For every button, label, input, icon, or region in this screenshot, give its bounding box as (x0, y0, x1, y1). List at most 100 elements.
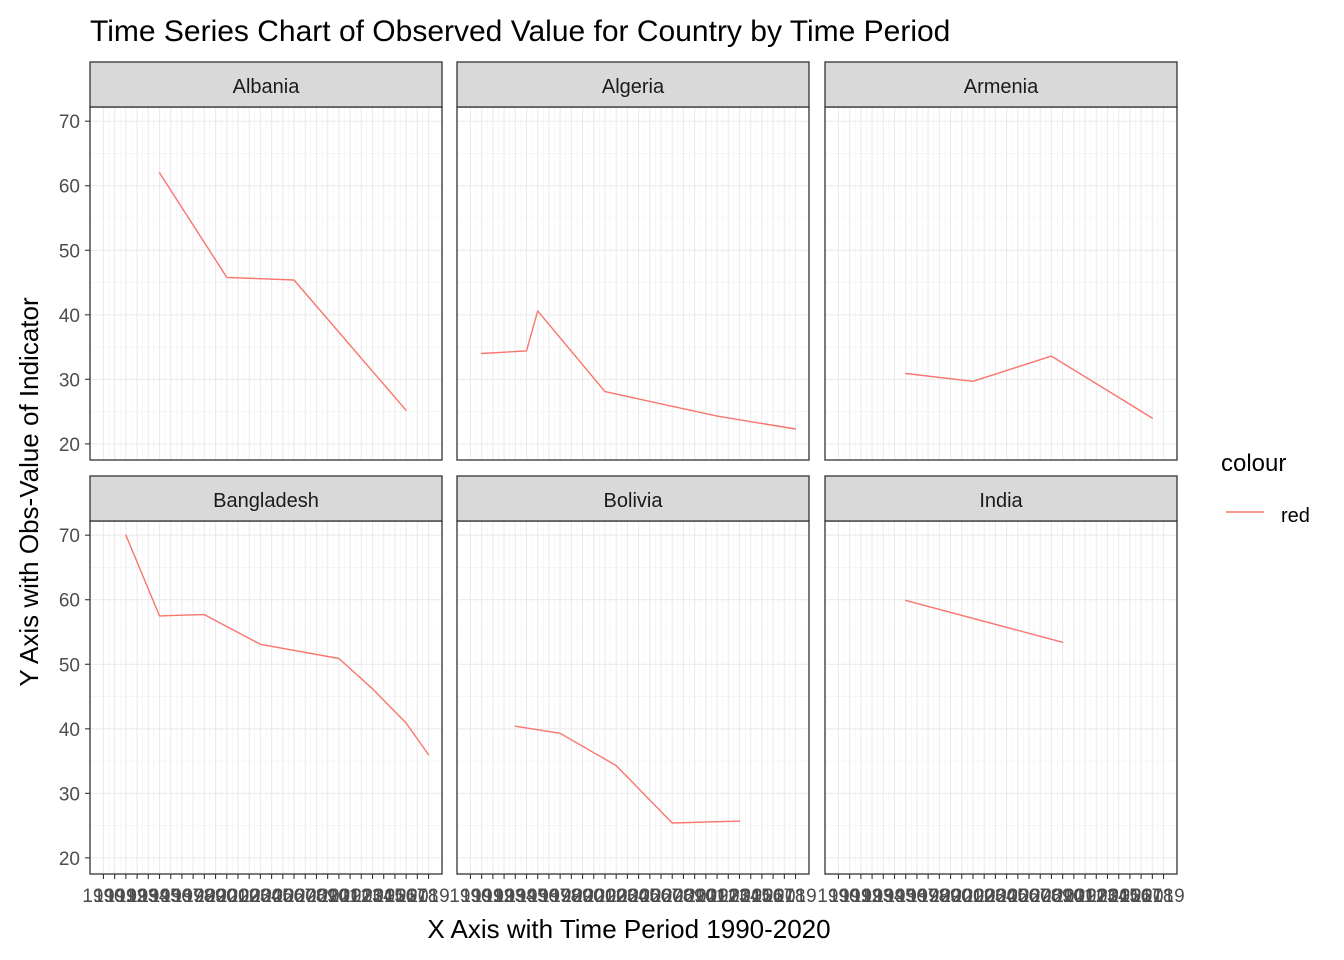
facet-strip-label: Algeria (602, 76, 665, 98)
x-tick-label: 2004 (239, 886, 282, 907)
x-tick-label: 2007 (1008, 886, 1050, 907)
x-tick-label: 2013 (340, 886, 382, 907)
x-tick-label: 1990 (449, 886, 491, 907)
x-tick-label: 2001 (206, 886, 248, 907)
y-tick-label: 60 (59, 591, 80, 612)
x-tick-label: 1991 (461, 886, 503, 907)
legend-title: colour (1221, 450, 1286, 477)
facet-strip-label: Albania (233, 76, 301, 98)
x-tick-label: 2009 (1030, 886, 1072, 907)
y-tick-label: 60 (59, 177, 80, 198)
x-tick-label: 2012 (1064, 886, 1106, 907)
y-axes: 20 30 40 50 60 70 20 30 40 50 60 70 (59, 112, 90, 870)
series-line-bangladesh (125, 534, 430, 756)
x-tick-label: 2005 (250, 886, 292, 907)
x-tick-label: 2016 (741, 886, 783, 907)
x-tick-label: 2003 (963, 886, 1005, 907)
x-tick-label: 2014 (351, 886, 394, 907)
x-tick-label: 1990 (817, 886, 859, 907)
series-line-algeria (481, 310, 797, 430)
x-tick-label: 1994 (494, 886, 537, 907)
x-tick-label: 2006 (629, 886, 671, 907)
legend: colour red (1221, 450, 1310, 527)
x-tick-label: 1993 (483, 886, 525, 907)
legend-entry-label: red (1281, 505, 1310, 527)
x-tick-label: 1991 (829, 886, 871, 907)
x-tick-label: 1994 (862, 886, 905, 907)
series-line-india (905, 599, 1064, 643)
x-tick-label: 1994 (127, 886, 170, 907)
x-tick-label: 2016 (374, 886, 416, 907)
x-tick-label: 2019 (1142, 886, 1184, 907)
x-tick-label: 1995 (138, 886, 180, 907)
x-tick-label: 2012 (329, 886, 371, 907)
y-tick-label: 30 (59, 784, 80, 805)
x-axis-label: X Axis with Time Period 1990-2020 (427, 914, 830, 944)
x-tick-label: 2015 (1098, 886, 1140, 907)
facet-panel: Algeria (456, 61, 810, 461)
facet-panel: Bangladesh (89, 475, 443, 875)
facet-panels: Albania Algeria Armenia Bangladesh Bolivia In… (89, 61, 1178, 875)
x-tick-label: 1998 (539, 886, 581, 907)
x-tick-label: 1998 (907, 886, 949, 907)
facet-strip-label: India (979, 490, 1023, 512)
x-tick-label: 2017 (1120, 886, 1162, 907)
x-tick-label: 1997 (528, 886, 570, 907)
x-tick-label: 2003 (595, 886, 637, 907)
facet-strip (89, 61, 443, 108)
x-tick-label: 1993 (116, 886, 158, 907)
x-tick-label: 1992 (105, 886, 147, 907)
x-tick-label: 2004 (974, 886, 1017, 907)
x-axis: 1990199119921993199419951996199719981999… (82, 874, 1185, 907)
y-tick-label: 30 (59, 370, 80, 391)
x-tick-label: 2003 (228, 886, 270, 907)
x-tick-label: 2010 (674, 886, 716, 907)
facet-panel: Bolivia (456, 475, 810, 875)
x-tick-label: 2002 (584, 886, 626, 907)
x-tick-label: 1992 (840, 886, 882, 907)
facet-strip (824, 475, 1178, 522)
x-tick-label: 1991 (94, 886, 136, 907)
facet-panel: Armenia (824, 61, 1178, 461)
x-tick-label: 2018 (396, 886, 438, 907)
x-tick-label: 1995 (873, 886, 915, 907)
x-tick-label: 2015 (730, 886, 772, 907)
x-tick-label: 2001 (941, 886, 983, 907)
x-tick-label: 2008 (1019, 886, 1061, 907)
x-tick-label: 2005 (985, 886, 1027, 907)
facet-strip (456, 61, 810, 108)
x-tick-label: 1998 (172, 886, 214, 907)
y-tick-label: 50 (59, 241, 80, 262)
x-tick-label: 2016 (1109, 886, 1151, 907)
x-tick-label: 1996 (150, 886, 192, 907)
x-tick-label: 2008 (284, 886, 326, 907)
x-tick-label: 1993 (851, 886, 893, 907)
x-tick-label: 2002 (217, 886, 259, 907)
x-tick-label: 2018 (1131, 886, 1173, 907)
x-tick-label: 1999 (183, 886, 225, 907)
x-tick-label: 1997 (161, 886, 203, 907)
x-tick-label: 2013 (1075, 886, 1117, 907)
facet-strip (824, 61, 1178, 108)
series-line-albania (158, 172, 407, 411)
x-tick-label: 2007 (640, 886, 682, 907)
series-line-armenia (905, 355, 1154, 419)
y-axis-label: Y Axis with Obs-Value of Indicator (14, 297, 44, 687)
x-tick-label: 2001 (573, 886, 615, 907)
x-tick-label: 2000 (929, 886, 971, 907)
y-tick-label: 20 (59, 849, 80, 870)
x-tick-label: 2005 (617, 886, 659, 907)
x-tick-label: 1996 (517, 886, 559, 907)
x-tick-label: 2011 (1053, 886, 1094, 907)
x-tick-label: 2008 (651, 886, 693, 907)
x-tick-label: 2000 (194, 886, 236, 907)
x-tick-label: 1997 (896, 886, 938, 907)
facet-strip-label: Bolivia (604, 490, 664, 512)
x-tick-label: 2012 (696, 886, 738, 907)
y-tick-label: 40 (59, 720, 80, 741)
x-tick-label: 2015 (363, 886, 405, 907)
y-tick-label: 70 (59, 526, 80, 547)
x-tick-label: 2002 (952, 886, 994, 907)
x-tick-label: 2013 (707, 886, 749, 907)
